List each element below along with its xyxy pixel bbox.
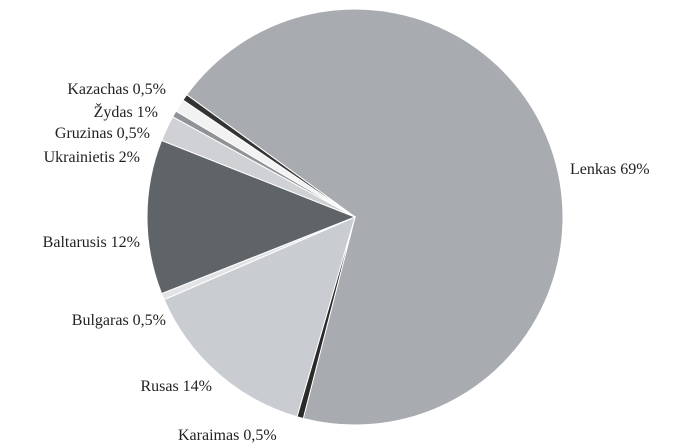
- slice-label: Lenkas 69%: [570, 161, 650, 178]
- value-label: 1%: [137, 104, 158, 121]
- category-name: Žydas: [94, 102, 133, 121]
- value-label: 0,5%: [133, 81, 166, 98]
- pie-slice: [163, 216, 356, 418]
- slice-label: Ukrainietis 2%: [44, 149, 140, 166]
- category-name: Ukrainietis: [44, 149, 115, 166]
- slice-label: Rusas 14%: [140, 378, 212, 395]
- slice-label: Baltarusis 12%: [43, 234, 140, 251]
- value-label: 69%: [620, 161, 649, 178]
- category-name: Kazachas: [67, 81, 128, 98]
- value-label: 12%: [111, 234, 140, 251]
- value-label: 0,5%: [243, 427, 276, 444]
- value-label: 2%: [119, 149, 140, 166]
- slice-label: Kazachas 0,5%: [67, 81, 166, 98]
- value-label: 14%: [183, 378, 212, 395]
- slice-label: Žydas 1%: [94, 102, 158, 121]
- category-name: Rusas: [140, 378, 178, 395]
- category-name: Bulgaras: [72, 312, 129, 329]
- slice-label: Bulgaras 0,5%: [72, 312, 166, 329]
- category-name: Gruzinas: [55, 125, 113, 142]
- category-name: Karaimas: [178, 427, 239, 444]
- pie-slice: [186, 8, 564, 426]
- pie-slice: [146, 139, 357, 295]
- value-label: 0,5%: [133, 312, 166, 329]
- slice-label: Gruzinas 0,5%: [55, 125, 150, 142]
- category-name: Lenkas: [570, 161, 616, 178]
- category-name: Baltarusis: [43, 234, 107, 251]
- slice-label: Karaimas 0,5%: [178, 427, 277, 444]
- pie-slice: [182, 94, 356, 218]
- value-label: 0,5%: [117, 125, 150, 142]
